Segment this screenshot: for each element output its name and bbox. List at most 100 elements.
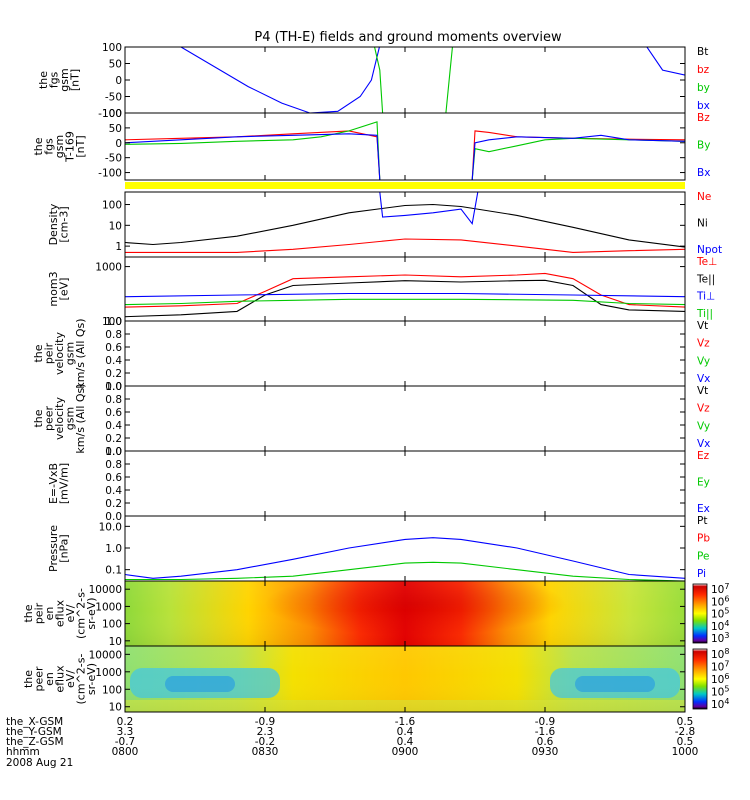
series-Bz <box>125 130 381 181</box>
legend-Vy: Vy <box>697 420 710 432</box>
ytick-label: 1.0 <box>105 543 122 555</box>
ytick-label: 0.6 <box>105 407 122 419</box>
ylabel-line: T-169 <box>64 131 77 163</box>
ytick-label: 100 <box>102 108 122 120</box>
ylabel-line: (cm^2-s- <box>75 588 88 639</box>
panel-6: VtVzVyVx1.00.80.60.40.20.0thepeervelocit… <box>32 381 710 458</box>
series-group <box>161 47 685 114</box>
panel-frame <box>124 320 686 387</box>
ephemeris-value: -1.6 <box>535 726 556 738</box>
ytick-label: 0.0 <box>105 381 122 393</box>
legend-Vt: Vt <box>697 385 708 397</box>
series-By <box>125 121 381 181</box>
spectrogram-shade <box>125 646 685 712</box>
ylabel-line: peer <box>33 666 46 692</box>
legend-Te||: Te|| <box>696 273 715 285</box>
ylabel-line: eflux <box>54 665 67 693</box>
series-Npot <box>379 191 479 226</box>
ytick-label: 100 <box>102 684 122 696</box>
ephemeris-value: 0.4 <box>397 736 414 748</box>
panel-frame <box>124 191 686 258</box>
ylabel-line: km/s (All Qs) <box>74 383 87 453</box>
legend-Pi: Pi <box>697 568 706 580</box>
ytick-label: 0.2 <box>105 368 122 380</box>
ylabel-line: sr-eV) <box>85 663 98 695</box>
legend-Vz: Vz <box>697 403 710 415</box>
ephemeris-value: -0.7 <box>115 736 136 748</box>
ytick-label: 10 <box>109 220 122 232</box>
panel-frame <box>124 450 686 517</box>
flag-bar <box>125 182 685 189</box>
ytick-label: 0.1 <box>105 565 122 577</box>
ephemeris-value: 1000 <box>672 746 699 758</box>
series-by <box>445 47 453 114</box>
legend-Vz: Vz <box>697 338 710 350</box>
panel-8: Pt Pb Pe Pi 10.0 1.0 0.1 Pressure[nPa] <box>47 515 710 582</box>
legend-bx: bx <box>697 100 710 112</box>
ytick-label: 100 <box>102 42 122 54</box>
colorbar <box>692 648 708 710</box>
legend-Pb: Pb <box>697 533 710 545</box>
colorbar-label: 104 <box>711 697 729 711</box>
legend-Bz: Bz <box>697 112 710 124</box>
series-Ti⊥ <box>125 292 685 298</box>
legend-Ti⊥: Ti⊥ <box>696 291 715 303</box>
figure-title: P4 (TH-E) fields and ground moments over… <box>254 30 562 45</box>
panel-5: VtVzVyVx1.00.80.60.40.20.0thepeirvelocit… <box>32 316 710 393</box>
legend-by: by <box>697 82 710 94</box>
ylabel-line: km/s (All Qs) <box>74 318 87 388</box>
ytick-label: 0.8 <box>105 459 122 471</box>
ylabel-line: the <box>22 670 35 688</box>
ylabel-line: en <box>43 672 56 686</box>
ytick-label: 10.0 <box>99 521 122 533</box>
ylabel-line: E=-VxB <box>47 463 60 504</box>
ephemeris-value: 0.6 <box>537 736 554 748</box>
ylabel-line: en <box>43 607 56 621</box>
ephemeris-value: 0930 <box>532 746 559 758</box>
ytick-label: 1.0 <box>105 446 122 458</box>
ylabel-line: [nPa] <box>58 534 71 562</box>
ytick-label: 1.0 <box>105 316 122 328</box>
legend-Ne: Ne <box>697 191 711 203</box>
ephemeris-value: -0.9 <box>535 716 556 728</box>
ytick-label: 0 <box>115 138 122 150</box>
ytick-label: 10 <box>109 636 122 648</box>
ephemeris-value: 3.3 <box>117 726 134 738</box>
ylabel-line: Pressure <box>47 525 60 572</box>
panel-9: 10710610510410310000100010010thepeirenef… <box>22 580 729 648</box>
ylabel-line: peir <box>43 342 56 364</box>
series-Ni <box>125 203 685 248</box>
ylabel-line: gsm <box>64 407 77 430</box>
series-Ti|| <box>125 298 685 306</box>
ylabel-line: [eV] <box>58 278 71 301</box>
ytick-label: 0.4 <box>105 355 122 367</box>
legend-By: By <box>697 140 710 152</box>
ytick-label: 0.4 <box>105 420 122 432</box>
ylabel-line: gsm <box>58 68 71 91</box>
legend-Npot: Npot <box>697 244 722 256</box>
legend-Vx: Vx <box>697 438 710 450</box>
ephemeris-value: 0.5 <box>677 736 694 748</box>
ylabel-line: the <box>32 137 45 155</box>
series-group <box>125 191 685 253</box>
ytick-label: 0.2 <box>105 498 122 510</box>
legend-Bx: Bx <box>697 167 710 179</box>
ytick-label: 1000 <box>95 667 122 679</box>
ytick-label: 100 <box>102 200 122 212</box>
ylabel-line: gsm <box>64 342 77 365</box>
legend-Vy: Vy <box>697 355 710 367</box>
panel-frame <box>124 385 686 452</box>
ephemeris-name: the_Z-GSM <box>6 736 64 748</box>
ylabel-line: the <box>22 604 35 622</box>
ylabel-line: velocity <box>53 397 66 440</box>
colorbar <box>692 583 708 644</box>
ephemeris-value: 0900 <box>392 746 419 758</box>
ytick-label: 0 <box>115 75 122 87</box>
panel-10: 10810710610510410000100010010thepeerenef… <box>22 645 729 714</box>
series-by <box>373 47 384 114</box>
ephemeris-value: -2.8 <box>675 726 696 738</box>
ylabel-line: Density <box>47 203 60 245</box>
